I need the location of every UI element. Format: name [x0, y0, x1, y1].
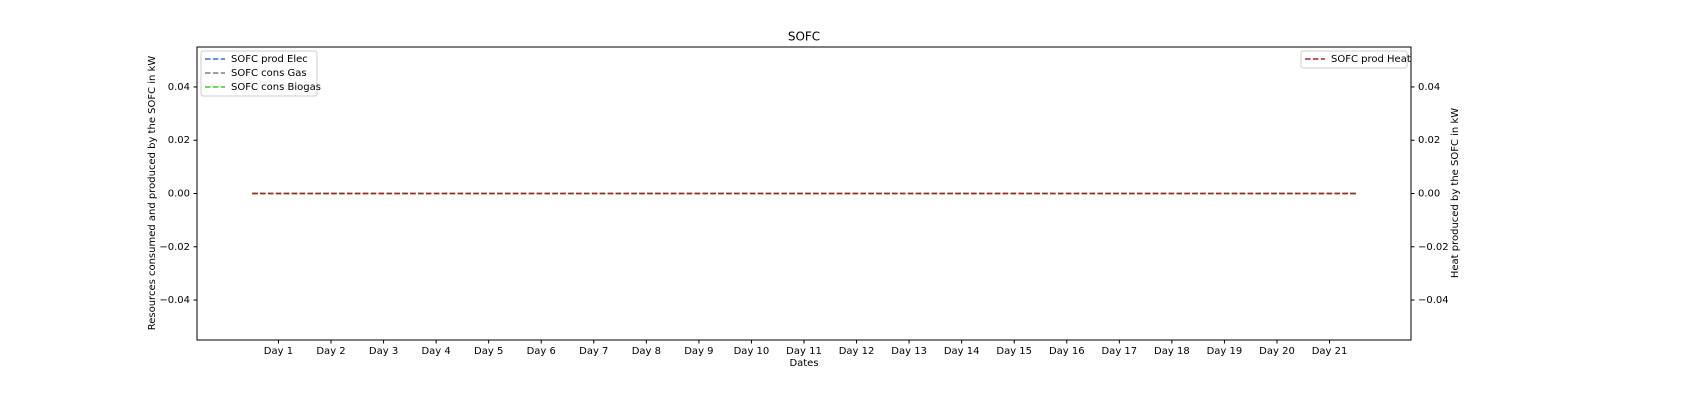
y-axis-label: Resources consumed and produced by the S…: [147, 56, 158, 331]
x-tick-label: Day 2: [316, 346, 345, 357]
x-tick-label: Day 14: [944, 346, 980, 357]
x-tick-label: Day 15: [996, 346, 1032, 357]
x-tick-label: Day 4: [421, 346, 450, 357]
y-tick-label: −0.02: [159, 242, 190, 253]
y2-tick-label: 0.02: [1418, 135, 1440, 146]
y-tick-label: 0.00: [168, 189, 190, 200]
chart-title: SOFC: [788, 30, 820, 44]
x-tick-label: Day 7: [579, 346, 608, 357]
x-tick-label: Day 13: [891, 346, 927, 357]
y2-tick-label: 0.04: [1418, 82, 1440, 93]
x-tick-label: Day 18: [1154, 346, 1190, 357]
legend-label: SOFC prod Heat: [1331, 54, 1411, 65]
x-tick-label: Day 1: [264, 346, 293, 357]
legend-label: SOFC prod Elec: [231, 54, 308, 65]
y2-tick-label: −0.02: [1418, 242, 1449, 253]
x-tick-label: Day 16: [1049, 346, 1085, 357]
y2-tick-label: 0.00: [1418, 189, 1440, 200]
plot-frame: [196, 46, 1412, 341]
y-tick-label: 0.02: [168, 135, 190, 146]
y2-tick-label: −0.04: [1418, 295, 1449, 306]
x-tick-label: Day 12: [839, 346, 875, 357]
x-tick-label: Day 5: [474, 346, 503, 357]
x-tick-label: Day 11: [786, 346, 822, 357]
x-tick-label: Day 9: [684, 346, 713, 357]
x-axis-label: Dates: [789, 358, 818, 369]
legend-label: SOFC cons Biogas: [231, 82, 321, 93]
x-tick-label: Day 19: [1207, 346, 1243, 357]
y2-axis-label: Heat produced by the SOFC in kW: [1450, 108, 1461, 278]
x-tick-label: Day 21: [1312, 346, 1348, 357]
x-tick-label: Day 17: [1101, 346, 1137, 357]
x-tick-label: Day 10: [734, 346, 770, 357]
legend-box: [200, 50, 318, 97]
x-tick-label: Day 20: [1259, 346, 1295, 357]
x-tick-label: Day 8: [632, 346, 661, 357]
y-tick-label: −0.04: [159, 295, 190, 306]
legend-label: SOFC cons Gas: [231, 68, 307, 79]
x-tick-label: Day 3: [369, 346, 398, 357]
legend-box: [1300, 50, 1408, 69]
y-tick-label: 0.04: [168, 82, 190, 93]
x-tick-label: Day 6: [527, 346, 556, 357]
